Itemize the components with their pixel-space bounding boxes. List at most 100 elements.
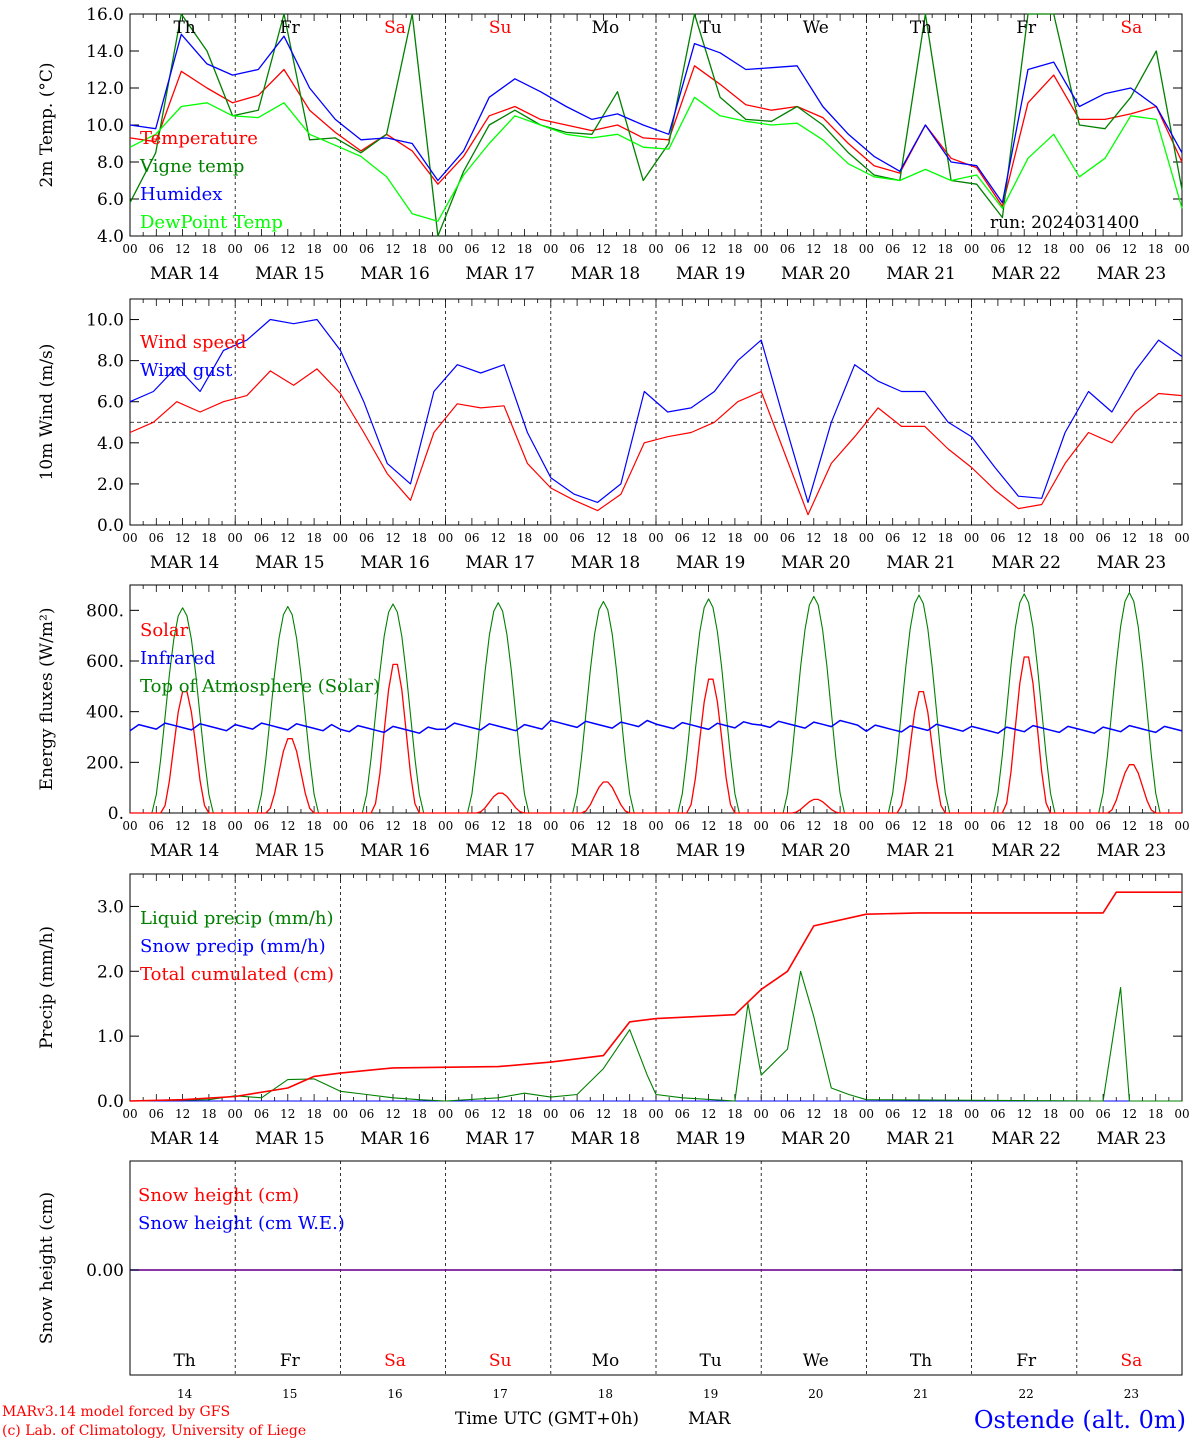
energy-ytick-label: 400. [86,703,124,723]
energy-hour-label: 12 [596,819,611,833]
energy-date-label: MAR 20 [781,841,851,861]
energy-hour-label: 18 [832,819,847,833]
precip-hour-label: 00 [438,1107,453,1121]
precip-ytick-label: 2.0 [97,962,124,982]
energy-hour-label: 18 [727,819,742,833]
wind-hour-label: 00 [333,531,348,545]
snow-weekday-label: Mo [592,1351,620,1371]
temp-hour-label: 00 [333,242,348,256]
snow-weekday-label: Sa [384,1351,406,1371]
wind-hour-label: 18 [201,531,216,545]
energy-hour-label: 06 [464,819,479,833]
energy-hour-label: 18 [1043,819,1058,833]
energy-hour-label: 06 [359,819,374,833]
snow-weekday-label: Th [910,1351,932,1371]
temp-date-label: MAR 20 [781,264,851,284]
energy-solar-line [130,656,1182,814]
temp-date-label: MAR 16 [360,264,430,284]
energy-ytick-label: 200. [86,753,124,773]
wind-hour-label: 12 [280,531,295,545]
wind-hour-label: 18 [1148,531,1163,545]
temp-hour-label: 18 [622,242,637,256]
precip-hour-label: 12 [280,1107,295,1121]
energy-hour-label: 12 [1017,819,1032,833]
precip-hour-label: 06 [780,1107,795,1121]
temp-hour-label: 00 [964,242,979,256]
model-credit: MARv3.14 model forced by GFS [2,1404,230,1420]
precip-ylabel: Precip (mm/h) [37,926,57,1049]
temp-hour-label: 06 [464,242,479,256]
temp-weekday-label: Sa [1121,18,1143,38]
temp-weekday-label: Mo [592,18,620,38]
temp-legend-entry: Temperature [140,128,258,149]
temp-weekday-label: We [803,18,829,38]
temp-weekday-label: Su [489,18,512,38]
lab-credit: (c) Lab. of Climatology, University of L… [2,1423,306,1439]
energy-hour-label: 12 [175,819,190,833]
day-number-label: 19 [703,1387,718,1401]
temp-hour-label: 00 [648,242,663,256]
precip-series-line [129,970,1182,1102]
temp-hour-label: 18 [1043,242,1058,256]
wind-hour-label: 06 [675,531,690,545]
temp-hour-label: 06 [569,242,584,256]
temp-ytick-label: 14.0 [86,42,124,62]
energy-date-label: MAR 22 [991,841,1061,861]
wind-ytick-label: 2.0 [97,475,124,495]
wind-hour-label: 18 [938,531,953,545]
temp-ylabel: 2m Temp. (°C) [37,62,57,187]
temp-legend-entry: DewPoint Temp [140,212,283,233]
energy-legend-entry: Solar [140,620,189,641]
wind-ytick-label: 6.0 [97,393,124,413]
temp-ytick-label: 10.0 [86,116,124,136]
precip-ytick-label: 0.0 [97,1092,124,1112]
energy-hour-label: 06 [149,819,164,833]
wind-date-label: MAR 22 [991,553,1061,573]
temp-hour-label: 12 [806,242,821,256]
energy-date-label: MAR 19 [676,841,746,861]
temp-hour-label: 18 [727,242,742,256]
precip-legend-entry: Liquid precip (mm/h) [140,908,334,929]
precip-hour-label: 18 [727,1107,742,1121]
wind-date-label: MAR 19 [676,553,746,573]
temp-legend-entry: Vigne temp [139,156,244,177]
energy-ytick-label: 800. [86,601,124,621]
energy-hour-label: 00 [228,819,243,833]
snow-legend-entry: Snow height (cm W.E.) [138,1213,345,1234]
wind-legend-entry: Wind speed [140,332,246,353]
temp-hour-label: 12 [491,242,506,256]
energy-hour-label: 12 [1122,819,1137,833]
temp-weekday-label: Fr [280,18,301,38]
temp-date-label: MAR 21 [886,264,956,284]
wind-hour-label: 06 [569,531,584,545]
energy-hour-label: 06 [990,819,1005,833]
temp-weekday-label: Th [910,18,932,38]
temp-date-label: MAR 15 [255,264,325,284]
temp-hour-label: 18 [306,242,321,256]
precip-hour-label: 00 [1069,1107,1084,1121]
day-number-label: 21 [913,1387,928,1401]
precip-hour-label: 18 [1148,1107,1163,1121]
precip-hour-label: 06 [254,1107,269,1121]
wind-hour-label: 12 [1122,531,1137,545]
energy-date-label: MAR 17 [465,841,535,861]
energy-date-label: MAR 14 [150,841,220,861]
temp-hour-label: 00 [122,242,137,256]
temp-ytick-label: 6.0 [97,190,124,210]
day-number-label: 22 [1019,1387,1034,1401]
wind-legend-entry: Wind gust [140,360,233,381]
precip-date-label: MAR 19 [676,1129,746,1149]
precip-hour-label: 12 [491,1107,506,1121]
wind-date-label: MAR 20 [781,553,851,573]
precip-hour-label: 06 [149,1107,164,1121]
energy-legend-entry: Infrared [140,648,215,669]
wind-hour-label: 06 [990,531,1005,545]
temp-hour-label: 12 [911,242,926,256]
wind-date-label: MAR 16 [360,553,430,573]
energy-hour-label: 00 [1069,819,1084,833]
energy-hour-label: 00 [543,819,558,833]
wind-hour-label: 00 [1069,531,1084,545]
precip-hour-label: 18 [622,1107,637,1121]
temp-hour-label: 00 [543,242,558,256]
temp-hour-label: 00 [1069,242,1084,256]
